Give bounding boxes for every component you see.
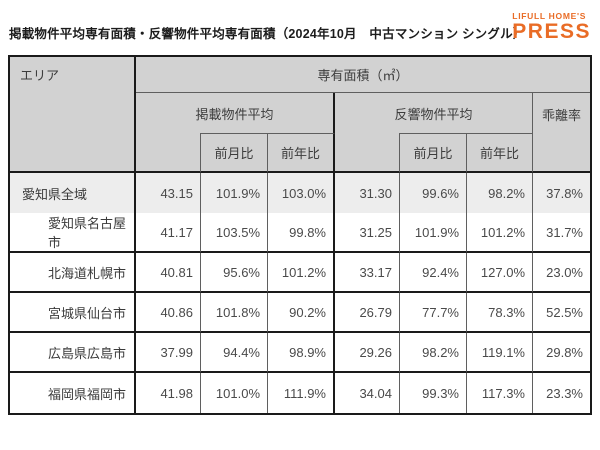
- response-avg-cell: 33.17: [335, 253, 400, 293]
- listed-avg-cell: 40.86: [136, 293, 201, 333]
- deviation-cell: 31.7%: [533, 213, 590, 253]
- response-yoy-cell: 98.2%: [467, 173, 533, 213]
- deviation-cell: 29.8%: [533, 333, 590, 373]
- deviation-cell: 23.3%: [546, 385, 583, 401]
- col-header-response-yoy: 前年比: [467, 133, 533, 173]
- listed-mom-cell: 94.4%: [201, 333, 268, 373]
- col-header-listed-mom: 前月比: [201, 133, 268, 173]
- response-avg-cell: 26.79: [335, 293, 400, 333]
- listed-yoy-cell: 98.9%: [268, 333, 335, 373]
- col-header-area: エリア: [10, 57, 136, 173]
- listed-avg-cell: 40.81: [136, 253, 201, 293]
- response-mom-cell: 92.4%: [400, 253, 467, 293]
- listed-yoy-cell: 103.0%: [268, 173, 335, 213]
- deviation-cell: 23.0%: [533, 253, 590, 293]
- response-avg-cell: 34.04: [335, 373, 400, 413]
- response-mom-cell: 99.6%: [400, 173, 467, 213]
- brand-logo: LIFULL HOME'S PRESS: [512, 11, 591, 42]
- response-yoy-cell: 78.3%: [467, 293, 533, 333]
- col-header-listed-group: 掲載物件平均: [136, 93, 335, 133]
- listed-yoy-cell: 111.9%: [268, 373, 335, 413]
- deviation-cell: 52.5%: [533, 293, 590, 333]
- area-cell: 広島県広島市: [10, 333, 136, 373]
- response-yoy-cell: 127.0%: [467, 253, 533, 293]
- response-avg-cell: 31.30: [335, 173, 400, 213]
- response-mom-cell: 101.9%: [400, 213, 467, 253]
- response-yoy-cell: 119.1%: [467, 333, 533, 373]
- listed-mom-cell: 101.0%: [201, 373, 268, 413]
- response-avg-cell: 31.25: [335, 213, 400, 253]
- response-avg-cell: 29.26: [335, 333, 400, 373]
- response-mom-cell: 77.7%: [400, 293, 467, 333]
- col-header-response-mom: 前月比: [400, 133, 467, 173]
- header-spacer-cell: [335, 133, 400, 173]
- listed-avg-cell: 43.15: [136, 173, 201, 213]
- col-header-deviation: 乖離率: [533, 93, 590, 173]
- listed-avg-cell: 41.98: [136, 373, 201, 413]
- page-title: 掲載物件平均専有面積・反響物件平均専有面積（2024年10月 中古マンション シ…: [9, 27, 526, 41]
- listed-mom-cell: 95.6%: [201, 253, 268, 293]
- listed-mom-cell: 101.9%: [201, 173, 268, 213]
- data-table: エリア 専有面積（㎡） 掲載物件平均 反響物件平均 乖離率 前月比 前年比 前月…: [8, 55, 592, 415]
- area-cell: 愛知県名古屋市: [10, 213, 136, 253]
- response-mom-cell: 98.2%: [400, 333, 467, 373]
- response-yoy-cell: 101.2%: [467, 213, 533, 253]
- listed-yoy-cell: 101.2%: [268, 253, 335, 293]
- listed-mom-cell: 103.5%: [201, 213, 268, 253]
- response-yoy-cell: 117.3%: [467, 373, 533, 413]
- col-header-floor-area: 専有面積（㎡）: [136, 57, 590, 93]
- header-spacer-cell: [136, 133, 201, 173]
- area-cell: 宮城県仙台市: [10, 293, 136, 333]
- brand-name-text: LIFULL HOME'S: [512, 11, 587, 21]
- area-cell: 北海道札幌市: [10, 253, 136, 293]
- listed-avg-cell: 41.17: [136, 213, 201, 253]
- response-mom-cell: 99.3%: [400, 373, 467, 413]
- listed-avg-cell: 37.99: [136, 333, 201, 373]
- col-header-response-group: 反響物件平均: [335, 93, 533, 133]
- deviation-cell: 37.8%: [533, 173, 590, 213]
- listed-mom-cell: 101.8%: [201, 293, 268, 333]
- area-cell: 愛知県全域: [10, 173, 136, 213]
- listed-yoy-cell: 90.2%: [268, 293, 335, 333]
- listed-yoy-cell: 99.8%: [268, 213, 335, 253]
- col-header-listed-yoy: 前年比: [268, 133, 335, 173]
- brand-press-text: PRESS: [512, 20, 591, 43]
- area-cell: 福岡県福岡市: [10, 373, 136, 413]
